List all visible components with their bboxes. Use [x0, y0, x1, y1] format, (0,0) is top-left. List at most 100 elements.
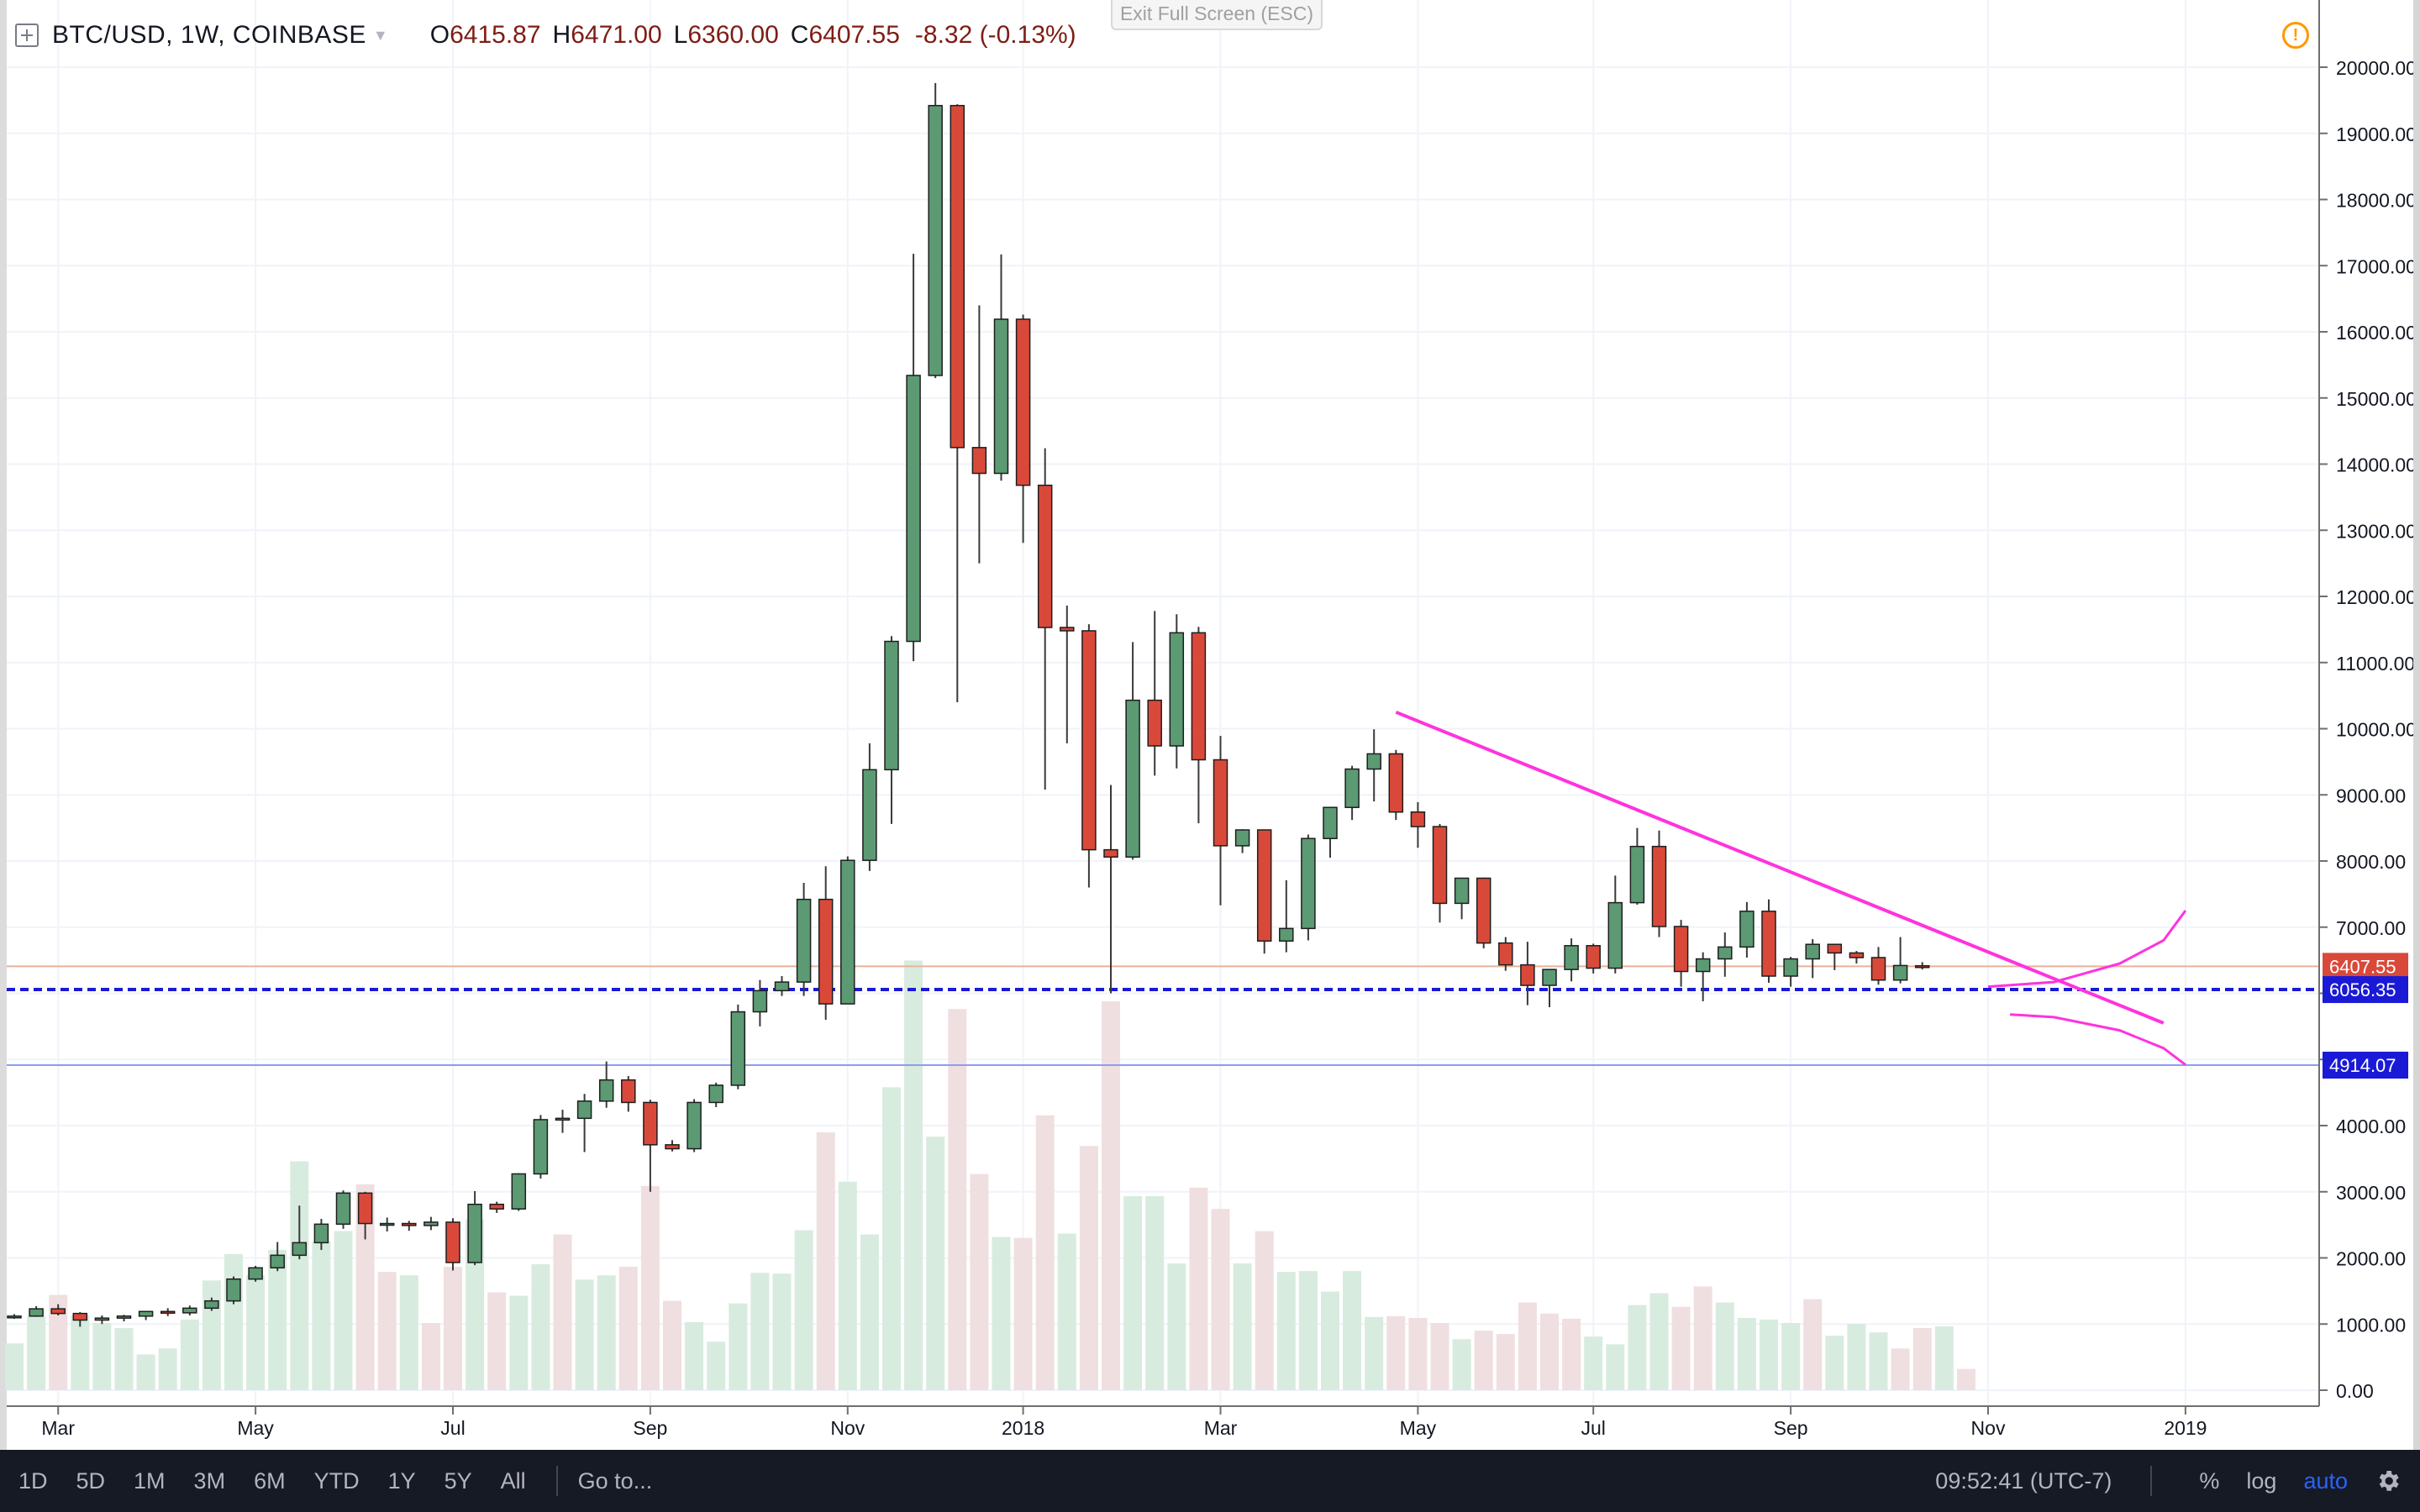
candle-body — [1060, 627, 1075, 632]
volume-bar — [685, 1321, 704, 1390]
candle-body — [1344, 768, 1360, 808]
goto-date-button[interactable]: Go to... — [577, 1467, 653, 1494]
range-1y[interactable]: 1Y — [387, 1467, 416, 1494]
candle-body — [1103, 848, 1118, 858]
volume-bar — [27, 1315, 46, 1390]
price-tick-label: 10000.00 — [2336, 719, 2417, 741]
volume-bar — [640, 1185, 660, 1390]
candle-body — [1147, 699, 1162, 747]
add-symbol-icon[interactable] — [15, 24, 39, 47]
candle-body — [1827, 943, 1843, 954]
volume-bar — [882, 1087, 901, 1390]
price-tick-label: 16000.00 — [2336, 322, 2417, 344]
toolbar-divider — [555, 1466, 558, 1496]
candle-body — [1586, 945, 1601, 969]
volume-bar — [1211, 1209, 1230, 1390]
volume-bar — [1255, 1231, 1274, 1390]
range-6m[interactable]: 6M — [254, 1467, 286, 1494]
volume-bar — [663, 1300, 681, 1390]
volume-bar — [750, 1273, 770, 1390]
volume-bar — [1781, 1322, 1801, 1390]
chevron-down-icon[interactable]: ▼ — [372, 26, 388, 44]
candle-body — [1213, 759, 1228, 847]
support-2-label-box — [2323, 1052, 2408, 1079]
warning-icon[interactable]: ! — [2282, 22, 2309, 49]
volume-bar — [1079, 1146, 1098, 1390]
candles — [7, 82, 1930, 1327]
chart[interactable]: 20000.00 19000.00 18000.00 17000.00 16000.00… — [0, 0, 2420, 1450]
time-tick-label: May — [237, 1417, 274, 1439]
candle-body — [1454, 877, 1470, 905]
range-1m[interactable]: 1M — [134, 1467, 166, 1494]
candle-body — [7, 1315, 22, 1319]
auto-scale-toggle[interactable]: auto — [2303, 1467, 2348, 1494]
candle-body — [643, 1101, 658, 1146]
volume-bar — [1102, 1001, 1120, 1390]
price-axis[interactable]: 20000.00 19000.00 18000.00 17000.00 16000.00… — [2318, 0, 2417, 1406]
volume-bar — [1847, 1323, 1866, 1390]
candle-body — [182, 1307, 197, 1314]
exit-fullscreen-button[interactable]: Exit Full Screen (ESC) — [1111, 0, 1323, 30]
candle-body — [1234, 829, 1250, 847]
candle-body — [116, 1315, 132, 1319]
percent-toggle[interactable]: % — [2199, 1467, 2220, 1494]
price-tick-label: 7000.00 — [2336, 917, 2406, 939]
candle-body — [270, 1254, 285, 1269]
volume-bar — [421, 1322, 440, 1390]
volume-bar — [1430, 1322, 1449, 1390]
candle-body — [1761, 911, 1776, 977]
volume-bar — [1452, 1339, 1471, 1390]
symbol-title[interactable]: BTC/USD, 1W, COINBASE — [52, 21, 366, 49]
range-5d[interactable]: 5D — [76, 1467, 106, 1494]
candle-body — [1739, 911, 1754, 948]
volume-bar — [487, 1292, 507, 1390]
candle-body — [313, 1223, 329, 1244]
volume-bar — [707, 1341, 726, 1390]
candle-body — [1892, 964, 1908, 981]
candle-body — [1520, 963, 1535, 986]
volume-bar — [904, 960, 923, 1390]
log-toggle[interactable]: log — [2246, 1467, 2277, 1494]
candle-body — [1125, 699, 1140, 858]
range-1d[interactable]: 1D — [18, 1467, 48, 1494]
volume-bar — [1057, 1233, 1076, 1390]
range-ytd[interactable]: YTD — [313, 1467, 360, 1494]
volume-bar — [290, 1161, 309, 1390]
volume-bar — [1276, 1272, 1296, 1390]
range-all[interactable]: All — [500, 1467, 526, 1494]
candle-body — [884, 640, 899, 771]
candle-body — [467, 1203, 482, 1263]
candle-body — [1388, 753, 1404, 813]
volume-bar — [158, 1348, 177, 1390]
range-3m[interactable]: 3M — [193, 1467, 226, 1494]
horizontal-levels — [7, 965, 2319, 1067]
volume-bar — [970, 1173, 989, 1390]
price-tick-label: 2000.00 — [2336, 1248, 2406, 1270]
gear-icon[interactable] — [2375, 1467, 2402, 1494]
volume-bar — [114, 1328, 134, 1390]
volume-bar — [136, 1354, 155, 1390]
volume-bar — [816, 1132, 835, 1390]
price-tick-label: 4000.00 — [2336, 1116, 2406, 1137]
volume-bar — [1540, 1313, 1559, 1390]
time-axis[interactable]: Mar May Jul Sep Nov 2018 Mar May Jul Sep Nov 2019 — [7, 1405, 2319, 1439]
candle-body — [1015, 318, 1031, 486]
time-tick-label: Sep — [633, 1417, 667, 1439]
candle-body — [204, 1299, 219, 1310]
time-tick-label: Sep — [1774, 1417, 1808, 1439]
candle-body — [665, 1144, 680, 1150]
volume-bar — [355, 1184, 375, 1390]
volume-bar — [1035, 1115, 1055, 1390]
time-tick-label: Jul — [1581, 1417, 1605, 1439]
last-price-label-box — [2323, 953, 2408, 980]
volume-bar — [377, 1272, 397, 1390]
candle-body — [335, 1192, 351, 1226]
candle-body — [226, 1278, 241, 1302]
volume-bar — [1562, 1318, 1581, 1390]
volume-bar — [992, 1236, 1011, 1390]
volume-bar — [1891, 1348, 1910, 1390]
volume-bar — [1321, 1291, 1339, 1390]
range-5y[interactable]: 5Y — [444, 1467, 472, 1494]
volume-bar — [1956, 1368, 1975, 1390]
volume-bar — [224, 1253, 243, 1390]
